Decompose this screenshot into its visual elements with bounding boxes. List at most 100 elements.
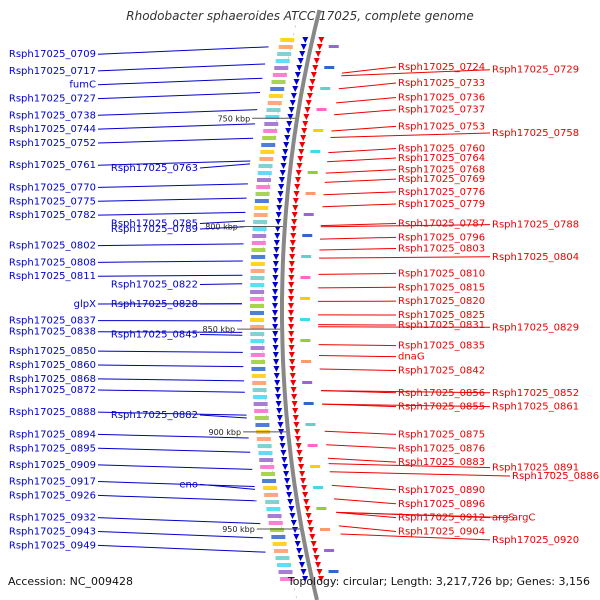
gene-label: Rsph17025_0875 <box>398 429 485 440</box>
cog-category-block <box>252 388 267 392</box>
reverse-gene-arrow <box>288 268 295 274</box>
cog-category-block <box>252 234 267 238</box>
cog-category-block <box>264 122 279 126</box>
leader-line <box>97 92 260 100</box>
gene-label: Rsph17025_0949 <box>9 540 96 551</box>
forward-gene-arrow <box>277 422 284 428</box>
gene-label: Rsph17025_0733 <box>398 78 485 89</box>
reverse-gene-arrow <box>296 450 303 456</box>
gene-label: Rsph17025_0835 <box>398 341 485 352</box>
cog-category-block <box>310 150 321 153</box>
gene-label: Rsph17025_0815 <box>398 282 485 293</box>
gene-label: Rsph17025_0789 <box>111 224 198 235</box>
cog-category-block <box>310 465 321 468</box>
forward-gene-arrow <box>272 331 279 337</box>
cog-category-block <box>276 563 291 567</box>
forward-gene-arrow <box>283 471 290 477</box>
forward-gene-arrow <box>287 499 294 505</box>
gene-label: Rsph17025_0943 <box>9 527 96 538</box>
reverse-gene-arrow <box>288 345 295 351</box>
forward-gene-arrow <box>290 93 297 99</box>
reverse-gene-arrow <box>302 492 309 498</box>
reverse-gene-arrow <box>313 58 320 64</box>
reverse-gene-arrow <box>303 114 310 120</box>
forward-gene-arrow <box>274 387 281 393</box>
gene-label: Rsph17025_0758 <box>492 128 579 139</box>
cog-category-block <box>251 367 266 371</box>
leader-line <box>199 483 256 490</box>
cog-category-block <box>275 59 290 63</box>
cog-category-block <box>320 528 331 531</box>
leader-line <box>97 260 243 263</box>
forward-gene-arrow <box>283 142 290 148</box>
gene-label: Rsph17025_0775 <box>9 196 96 207</box>
leader-line <box>97 63 266 72</box>
cog-category-block <box>256 437 271 441</box>
reverse-gene-arrow <box>302 121 309 127</box>
reverse-gene-arrow <box>300 478 307 484</box>
reverse-gene-arrow <box>288 261 295 267</box>
forward-gene-arrow <box>293 79 300 85</box>
cog-category-block <box>252 227 267 231</box>
cog-category-block <box>265 500 280 504</box>
cog-category-block <box>257 444 272 448</box>
leader-line <box>333 498 397 505</box>
reverse-gene-arrow <box>288 331 295 337</box>
forward-gene-arrow <box>297 555 304 561</box>
cog-category-block <box>251 360 266 364</box>
cog-category-block <box>250 304 265 308</box>
cog-category-block <box>277 52 292 56</box>
reverse-gene-arrow <box>292 205 299 211</box>
gene-label: Rsph17025_0717 <box>9 66 96 77</box>
tick-label: 750 kbp <box>218 114 251 123</box>
reverse-gene-arrow <box>290 226 297 232</box>
gene-label: Rsph17025_0779 <box>398 199 485 210</box>
gene-label: glpX <box>74 299 96 310</box>
forward-gene-arrow <box>292 86 299 92</box>
leader-line <box>97 464 253 470</box>
leader-line <box>336 511 511 519</box>
reverse-gene-arrow <box>297 156 304 162</box>
cog-category-block <box>316 507 327 510</box>
cog-category-block <box>250 290 265 294</box>
gene-label: Rsph17025_0788 <box>492 220 579 231</box>
leader-line <box>319 354 397 358</box>
cog-category-block <box>328 45 339 48</box>
forward-gene-arrow <box>285 485 292 491</box>
reverse-gene-arrow <box>308 86 315 92</box>
genome-backbone-group <box>261 9 322 600</box>
leader-line <box>97 123 256 130</box>
gene-label: Rsph17025_0787 <box>398 218 485 229</box>
forward-gene-arrow <box>272 282 279 288</box>
tick-label: 800 kbp <box>205 222 238 231</box>
forward-gene-arrow <box>272 345 279 351</box>
reverse-gene-arrow <box>289 359 296 365</box>
reverse-gene-arrow <box>298 149 305 155</box>
leader-line <box>97 243 244 247</box>
cog-category-block <box>261 472 276 476</box>
reverse-gene-arrow <box>312 65 319 71</box>
reverse-gene-arrow <box>304 107 311 113</box>
gene-label: Rsph17025_0838 <box>9 327 96 338</box>
gene-label: Rsph17025_0764 <box>398 153 485 164</box>
gene-label: Rsph17025_0861 <box>492 402 579 413</box>
leader-line <box>327 157 397 163</box>
leader-line <box>97 274 243 277</box>
leader-line <box>319 236 397 240</box>
reverse-gene-arrow <box>297 457 304 463</box>
cog-category-block <box>301 360 312 363</box>
cog-category-block <box>256 185 271 189</box>
forward-gene-arrow <box>294 541 301 547</box>
leader-line <box>319 256 491 259</box>
cog-category-block <box>316 108 327 111</box>
forward-gene-arrow <box>288 107 295 113</box>
leader-line <box>341 69 491 77</box>
forward-gene-arrow <box>274 233 281 239</box>
reverse-gene-arrow <box>315 51 322 57</box>
reverse-gene-arrow <box>299 142 306 148</box>
forward-gene-arrow <box>287 114 294 120</box>
forward-gene-arrow <box>278 184 285 190</box>
forward-gene-arrow <box>276 415 283 421</box>
leader-line <box>331 484 397 491</box>
forward-gene-arrow <box>279 170 286 176</box>
